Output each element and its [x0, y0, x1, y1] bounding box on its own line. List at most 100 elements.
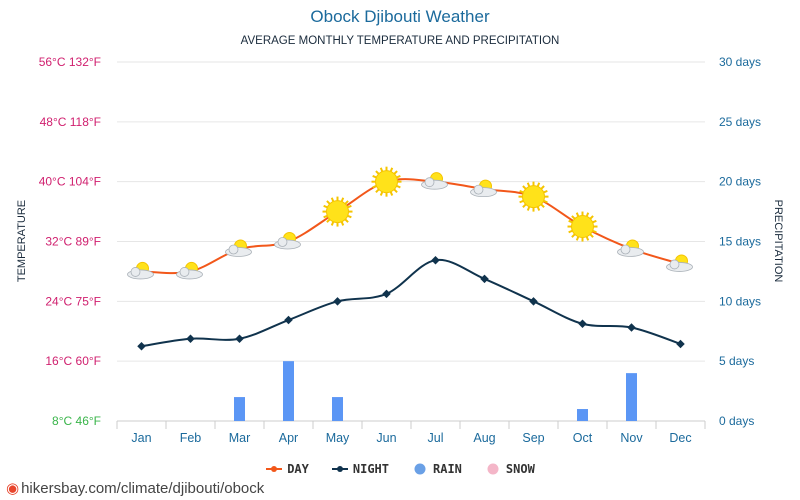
footer-link[interactable]: ◉ hikersbay.com/climate/djibouti/obock [6, 479, 264, 497]
night-point [578, 319, 587, 329]
sun-ray [344, 218, 349, 223]
left-tick-label: 48°C 118°F [40, 115, 101, 129]
sun-ray [575, 236, 580, 241]
grid-layer [117, 61, 705, 422]
sun-ray [543, 189, 548, 194]
right-tick-label: 10 days [719, 294, 761, 308]
sun-ray [589, 233, 594, 238]
temperature-lines [137, 178, 685, 351]
sun-cloud-icon [617, 239, 644, 257]
month-label: Jan [131, 431, 151, 445]
rain-bar [234, 397, 245, 421]
month-label: Oct [573, 431, 593, 445]
chart-subtitle: AVERAGE MONTHLY TEMPERATURE AND PRECIPIT… [240, 35, 560, 47]
legend-item-night[interactable]: NIGHT [331, 462, 389, 476]
left-tick-label: 8°C 46°F [52, 414, 101, 428]
sun-ray [379, 191, 384, 196]
legend-item-snow[interactable]: SNOW [484, 462, 535, 476]
month-label: Jul [428, 431, 444, 445]
sun-cloud-icon [274, 232, 301, 250]
sun-ray [340, 197, 345, 202]
sun-ray [536, 182, 541, 187]
right-tick-label: 20 days [719, 175, 761, 189]
left-axis-title: TEMPERATURE [16, 200, 28, 282]
night-point [431, 255, 440, 265]
weather-icons [127, 166, 693, 280]
legend-item-rain[interactable]: RAIN [411, 462, 462, 476]
legend-swatch-night [331, 466, 348, 472]
sun-ray [519, 189, 524, 194]
right-tick-label: 5 days [719, 354, 754, 368]
legend-swatch-rain [414, 463, 426, 475]
sun-ray [589, 215, 594, 220]
sun-ray [571, 233, 576, 238]
sun-ray [389, 191, 394, 196]
rain-bar [332, 397, 343, 421]
sun-ray [340, 221, 345, 226]
sun-ray [585, 212, 590, 217]
left-tick-label: 24°C 75°F [45, 294, 101, 308]
sun-ray [592, 229, 597, 234]
cloud-puff [620, 244, 631, 255]
sun-ray [330, 197, 335, 202]
sun-ray [536, 206, 541, 211]
sun-icon [322, 196, 353, 227]
left-tick-label: 16°C 60°F [45, 354, 101, 368]
sun-ray [347, 204, 352, 209]
legend-label: DAY [287, 462, 309, 476]
sun-disc [375, 170, 398, 194]
month-label: Apr [279, 431, 298, 445]
chart-title: Obock Djibouti Weather [310, 7, 490, 26]
right-tick-label: 25 days [719, 115, 761, 129]
day-line [141, 178, 681, 275]
right-axis-title: PRECIPITATION [772, 200, 784, 283]
legend-item-day[interactable]: DAY [265, 462, 309, 476]
sun-disc [571, 215, 594, 239]
sun-ray [568, 219, 573, 224]
sun-ray [575, 212, 580, 217]
cloud-puff [669, 259, 680, 270]
sun-ray [389, 167, 394, 172]
month-label: Feb [180, 431, 202, 445]
legend-label: RAIN [433, 462, 462, 476]
sun-ray [326, 200, 331, 205]
night-point [382, 289, 391, 299]
night-point [284, 315, 293, 325]
right-tick-label: 15 days [719, 235, 761, 249]
footer-link-text: hikersbay.com/climate/djibouti/obock [21, 480, 265, 497]
sun-ray [519, 199, 524, 204]
month-label: Mar [229, 431, 251, 445]
rain-bar [626, 373, 637, 421]
sun-ray [379, 167, 384, 172]
sun-ray [323, 214, 328, 219]
sun-ray [372, 184, 377, 189]
month-label: Jun [376, 431, 396, 445]
sun-cloud-icon [470, 179, 497, 198]
cloud-puff [130, 267, 141, 277]
sun-disc [326, 200, 349, 224]
legend-swatch-day [266, 466, 283, 472]
legend-label: NIGHT [352, 462, 389, 476]
sun-cloud-icon [127, 261, 154, 280]
legend: DAY NIGHT RAIN SNOW [0, 462, 800, 476]
sun-ray [372, 175, 377, 179]
left-tick-label: 40°C 104°F [39, 175, 101, 189]
cloud-puff [424, 177, 435, 188]
month-label: Nov [620, 431, 643, 445]
sun-ray [543, 199, 548, 204]
night-point [186, 334, 195, 343]
right-tick-label: 30 days [719, 55, 761, 69]
sun-ray [347, 214, 352, 219]
cloud-puff [277, 237, 288, 247]
rain-bars [234, 361, 637, 421]
sun-ray [396, 184, 401, 189]
cloud-puff [179, 267, 190, 277]
sun-ray [526, 182, 531, 187]
sun-ray [540, 203, 545, 208]
sun-icon [371, 166, 402, 197]
sun-cloud-icon [421, 172, 448, 190]
cloud-puff [473, 184, 484, 195]
sun-ray [393, 188, 398, 193]
left-tick-label: 56°C 132°F [39, 55, 101, 69]
sun-ray [393, 170, 398, 175]
